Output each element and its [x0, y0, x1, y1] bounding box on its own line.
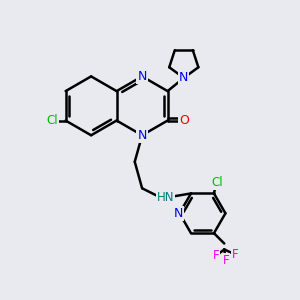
Text: N: N: [137, 129, 147, 142]
Text: O: O: [179, 114, 189, 127]
Text: F: F: [232, 248, 239, 261]
Text: Cl: Cl: [46, 114, 58, 127]
Text: N: N: [173, 207, 183, 220]
Text: N: N: [137, 70, 147, 83]
Text: HN: HN: [157, 190, 174, 204]
Text: F: F: [213, 249, 219, 262]
Text: Cl: Cl: [211, 176, 223, 189]
Text: N: N: [179, 71, 188, 84]
Text: F: F: [222, 254, 229, 267]
